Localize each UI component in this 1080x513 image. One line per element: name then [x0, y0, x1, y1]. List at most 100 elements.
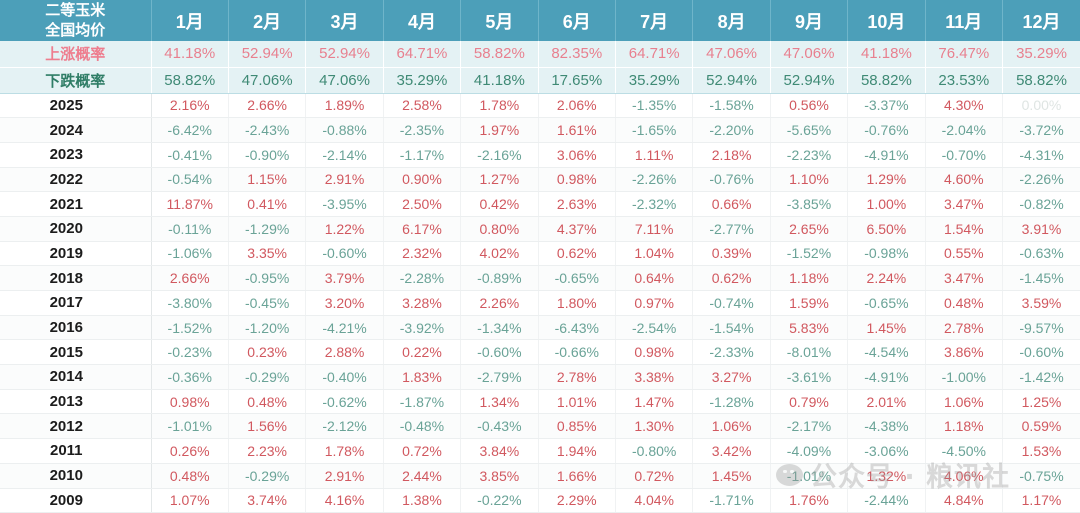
change-cell: -0.60%: [460, 339, 539, 366]
change-cell: -2.43%: [228, 117, 307, 143]
change-cell: 0.85%: [538, 413, 616, 440]
change-cell: -0.11%: [151, 216, 229, 242]
change-cell: 1.61%: [538, 117, 616, 143]
change-cell: 3.86%: [925, 339, 1004, 366]
change-cell: -0.29%: [228, 463, 307, 489]
change-cell: 11.87%: [151, 191, 229, 217]
change-cell: 2.78%: [925, 315, 1004, 341]
header-row: 二等玉米 全国均价 1月 2月 3月 4月 5月 6月 7月 8月 9月 10月 11月 12月: [0, 0, 1080, 41]
row-header-year: 2018: [0, 265, 152, 291]
change-cell: -2.33%: [692, 339, 771, 366]
change-cell: -4.91%: [847, 364, 926, 390]
change-cell: -3.37%: [847, 93, 926, 119]
change-cell: 2.50%: [383, 191, 462, 217]
change-cell: 0.97%: [615, 290, 694, 316]
change-cell: -1.65%: [615, 117, 694, 143]
change-cell: -0.60%: [1002, 339, 1080, 366]
probability-cell: 58.82%: [847, 67, 926, 94]
change-cell: 0.98%: [151, 389, 229, 415]
change-cell: 0.48%: [228, 389, 307, 415]
change-cell: 4.04%: [615, 488, 694, 513]
change-cell: -0.90%: [228, 142, 307, 168]
change-cell: 2.91%: [305, 167, 384, 193]
change-cell: -0.40%: [305, 364, 384, 390]
change-cell: -1.52%: [151, 315, 229, 341]
probability-cell: 47.06%: [228, 67, 307, 94]
change-cell: -2.17%: [770, 413, 849, 440]
change-cell: 0.22%: [383, 339, 462, 366]
change-cell: 1.15%: [228, 167, 307, 193]
change-cell: -1.54%: [692, 315, 771, 341]
change-cell: 2.66%: [228, 93, 307, 119]
change-cell: 0.48%: [151, 463, 229, 489]
change-cell: 3.47%: [925, 265, 1004, 291]
change-cell: 1.45%: [847, 315, 926, 341]
change-cell: 3.84%: [460, 438, 539, 464]
probability-cell: 52.94%: [228, 41, 307, 68]
probability-cell: 64.71%: [383, 41, 462, 68]
change-cell: -1.01%: [151, 413, 229, 440]
change-cell: 2.91%: [305, 463, 384, 489]
change-cell: 3.47%: [925, 191, 1004, 217]
change-cell: 3.85%: [460, 463, 539, 489]
change-cell: -1.45%: [1002, 265, 1080, 291]
change-cell: 1.10%: [770, 167, 849, 193]
row-header-year: 2017: [0, 290, 152, 316]
change-cell: 2.63%: [538, 191, 616, 217]
change-cell: 0.62%: [692, 265, 771, 291]
change-cell: 1.18%: [770, 265, 849, 291]
change-cell: 1.27%: [460, 167, 539, 193]
table-row: 2010 0.48% -0.29% 2.91% 2.44% 3.85% 1.66% 0.72%…: [0, 463, 1080, 489]
probability-cell: 23.53%: [925, 67, 1004, 94]
probability-cell: 58.82%: [460, 41, 539, 68]
change-cell: 4.60%: [925, 167, 1004, 193]
table-row: 2017 -3.80% -0.45% 3.20% 3.28% 2.26% 1.80% 0.97…: [0, 290, 1080, 316]
change-cell: 2.58%: [383, 93, 462, 119]
column-header-month-7: 7月: [615, 0, 694, 41]
row-header-year: 2013: [0, 389, 152, 415]
change-cell: 1.80%: [538, 290, 616, 316]
probability-row-up: 上涨概率 41.18% 52.94% 52.94% 64.71% 58.82% 82.35%…: [0, 41, 1080, 68]
change-cell: -1.42%: [1002, 364, 1080, 390]
corner-title-line-2: 全国均价: [45, 21, 106, 39]
change-cell: -4.21%: [305, 315, 384, 341]
change-cell: -1.87%: [383, 389, 462, 415]
change-cell: -2.16%: [460, 142, 539, 168]
change-cell: -0.62%: [305, 389, 384, 415]
change-cell: 2.18%: [692, 142, 771, 168]
change-cell: 3.06%: [538, 142, 616, 168]
change-cell: -0.22%: [460, 488, 539, 513]
row-header-year: 2009: [0, 488, 152, 513]
change-cell: -2.26%: [615, 167, 694, 193]
change-cell: -2.32%: [615, 191, 694, 217]
change-cell: 1.25%: [1002, 389, 1080, 415]
change-cell: -0.23%: [151, 339, 229, 366]
row-header-year: 2024: [0, 117, 152, 143]
change-cell: 0.59%: [1002, 413, 1080, 440]
change-cell: -3.92%: [383, 315, 462, 341]
change-cell: 0.48%: [925, 290, 1004, 316]
column-header-month-2: 2月: [228, 0, 307, 41]
change-cell: 1.32%: [847, 463, 926, 489]
change-cell: -0.98%: [847, 241, 926, 267]
change-cell: 3.20%: [305, 290, 384, 316]
change-cell: 3.38%: [615, 364, 694, 390]
change-cell: -1.17%: [383, 142, 462, 168]
change-cell: 2.88%: [305, 339, 384, 366]
change-cell: 3.74%: [228, 488, 307, 513]
change-cell: 6.50%: [847, 216, 926, 242]
table-row: 2009 1.07% 3.74% 4.16% 1.38% -0.22% 2.29% 4.04%…: [0, 488, 1080, 513]
change-cell: 4.84%: [925, 488, 1004, 513]
change-cell: -1.20%: [228, 315, 307, 341]
change-cell: 2.32%: [383, 241, 462, 267]
probability-cell: 41.18%: [460, 67, 539, 94]
change-cell: 1.22%: [305, 216, 384, 242]
change-cell: -2.28%: [383, 265, 462, 291]
table-header: 二等玉米 全国均价 1月 2月 3月 4月 5月 6月 7月 8月 9月 10月 11月 12月: [0, 0, 1080, 41]
change-cell: 1.18%: [925, 413, 1004, 440]
change-cell: -0.82%: [1002, 191, 1080, 217]
table-row: 2015 -0.23% 0.23% 2.88% 0.22% -0.60% -0.66% 0.9…: [0, 339, 1080, 366]
change-cell: 2.78%: [538, 364, 616, 390]
